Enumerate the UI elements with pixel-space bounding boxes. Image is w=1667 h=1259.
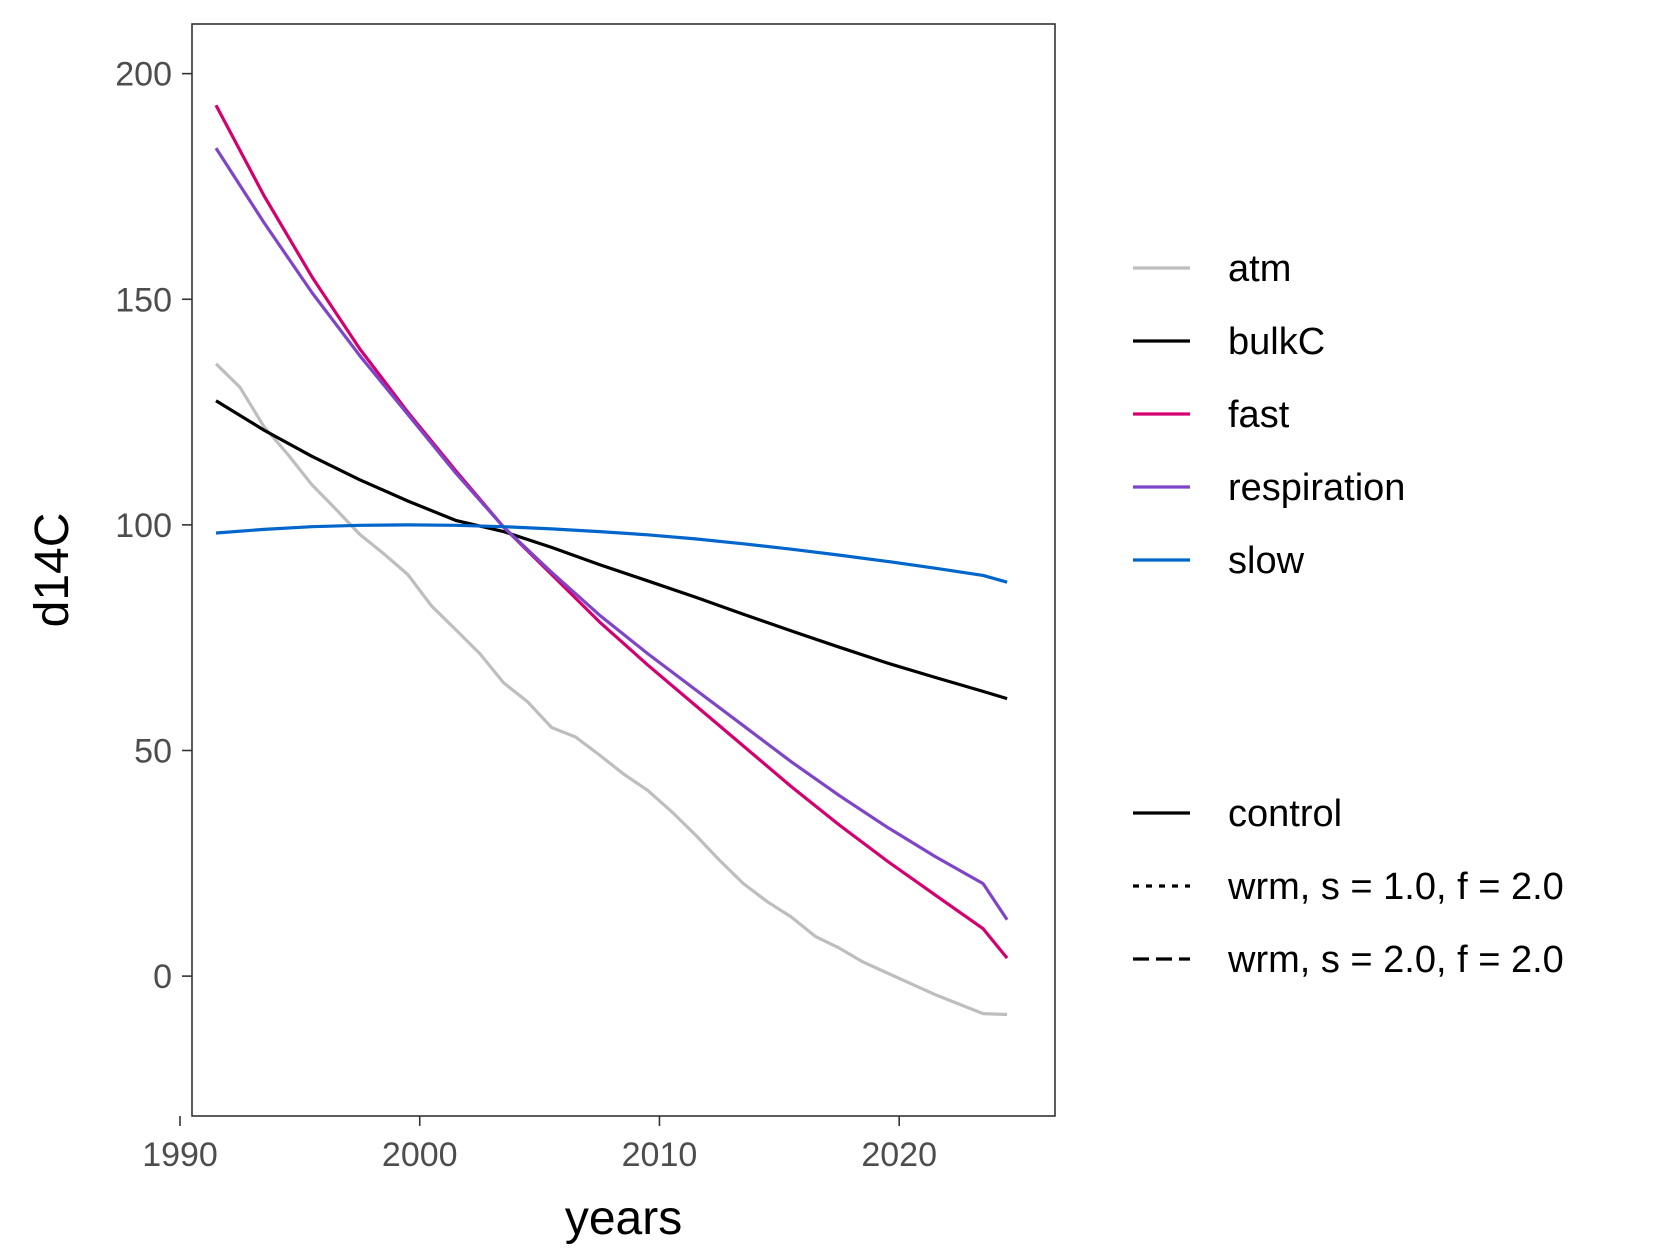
- x-tick-label: 2000: [382, 1136, 458, 1174]
- legend-linetype-label: wrm, s = 1.0, f = 2.0: [1227, 866, 1564, 908]
- legend-label-fast: fast: [1228, 394, 1290, 436]
- series-line-bulkC: [215, 399, 1008, 701]
- series-line-atm: [214, 362, 1008, 1017]
- x-axis: 1990 2000 2010 2020: [142, 1116, 937, 1174]
- x-tick-label: 2020: [861, 1136, 937, 1174]
- legend-color: atm bulkC fast respiration slow: [1133, 248, 1405, 582]
- legend-linetype-label: control: [1228, 793, 1342, 835]
- legend-label-respiration: respiration: [1228, 467, 1405, 509]
- series-line-slow: [215, 523, 1008, 584]
- y-tick-label: 0: [153, 958, 172, 996]
- x-tick-label: 1990: [142, 1136, 218, 1174]
- y-tick-label: 100: [115, 507, 172, 545]
- x-axis-title: years: [565, 1192, 682, 1245]
- legend-label-atm: atm: [1228, 248, 1291, 290]
- legend-label-slow: slow: [1228, 540, 1305, 582]
- series-layer: [214, 104, 1009, 1017]
- plot-panel-border: [191, 23, 1056, 1117]
- y-axis-title: d14C: [26, 513, 79, 628]
- y-tick-label: 150: [115, 281, 172, 319]
- y-tick-label: 50: [134, 732, 172, 770]
- y-axis: 0 50 100 150 200: [115, 56, 192, 996]
- legend-label-bulkC: bulkC: [1228, 321, 1325, 363]
- x-tick-label: 2010: [622, 1136, 698, 1174]
- y-tick-label: 200: [115, 56, 172, 94]
- legend-linetype: control wrm, s = 1.0, f = 2.0 wrm, s = 2.0…: [1133, 793, 1564, 981]
- legend-linetype-label: wrm, s = 2.0, f = 2.0: [1227, 939, 1564, 981]
- series-line-respiration: [214, 147, 1009, 921]
- series-line-fast: [214, 104, 1009, 960]
